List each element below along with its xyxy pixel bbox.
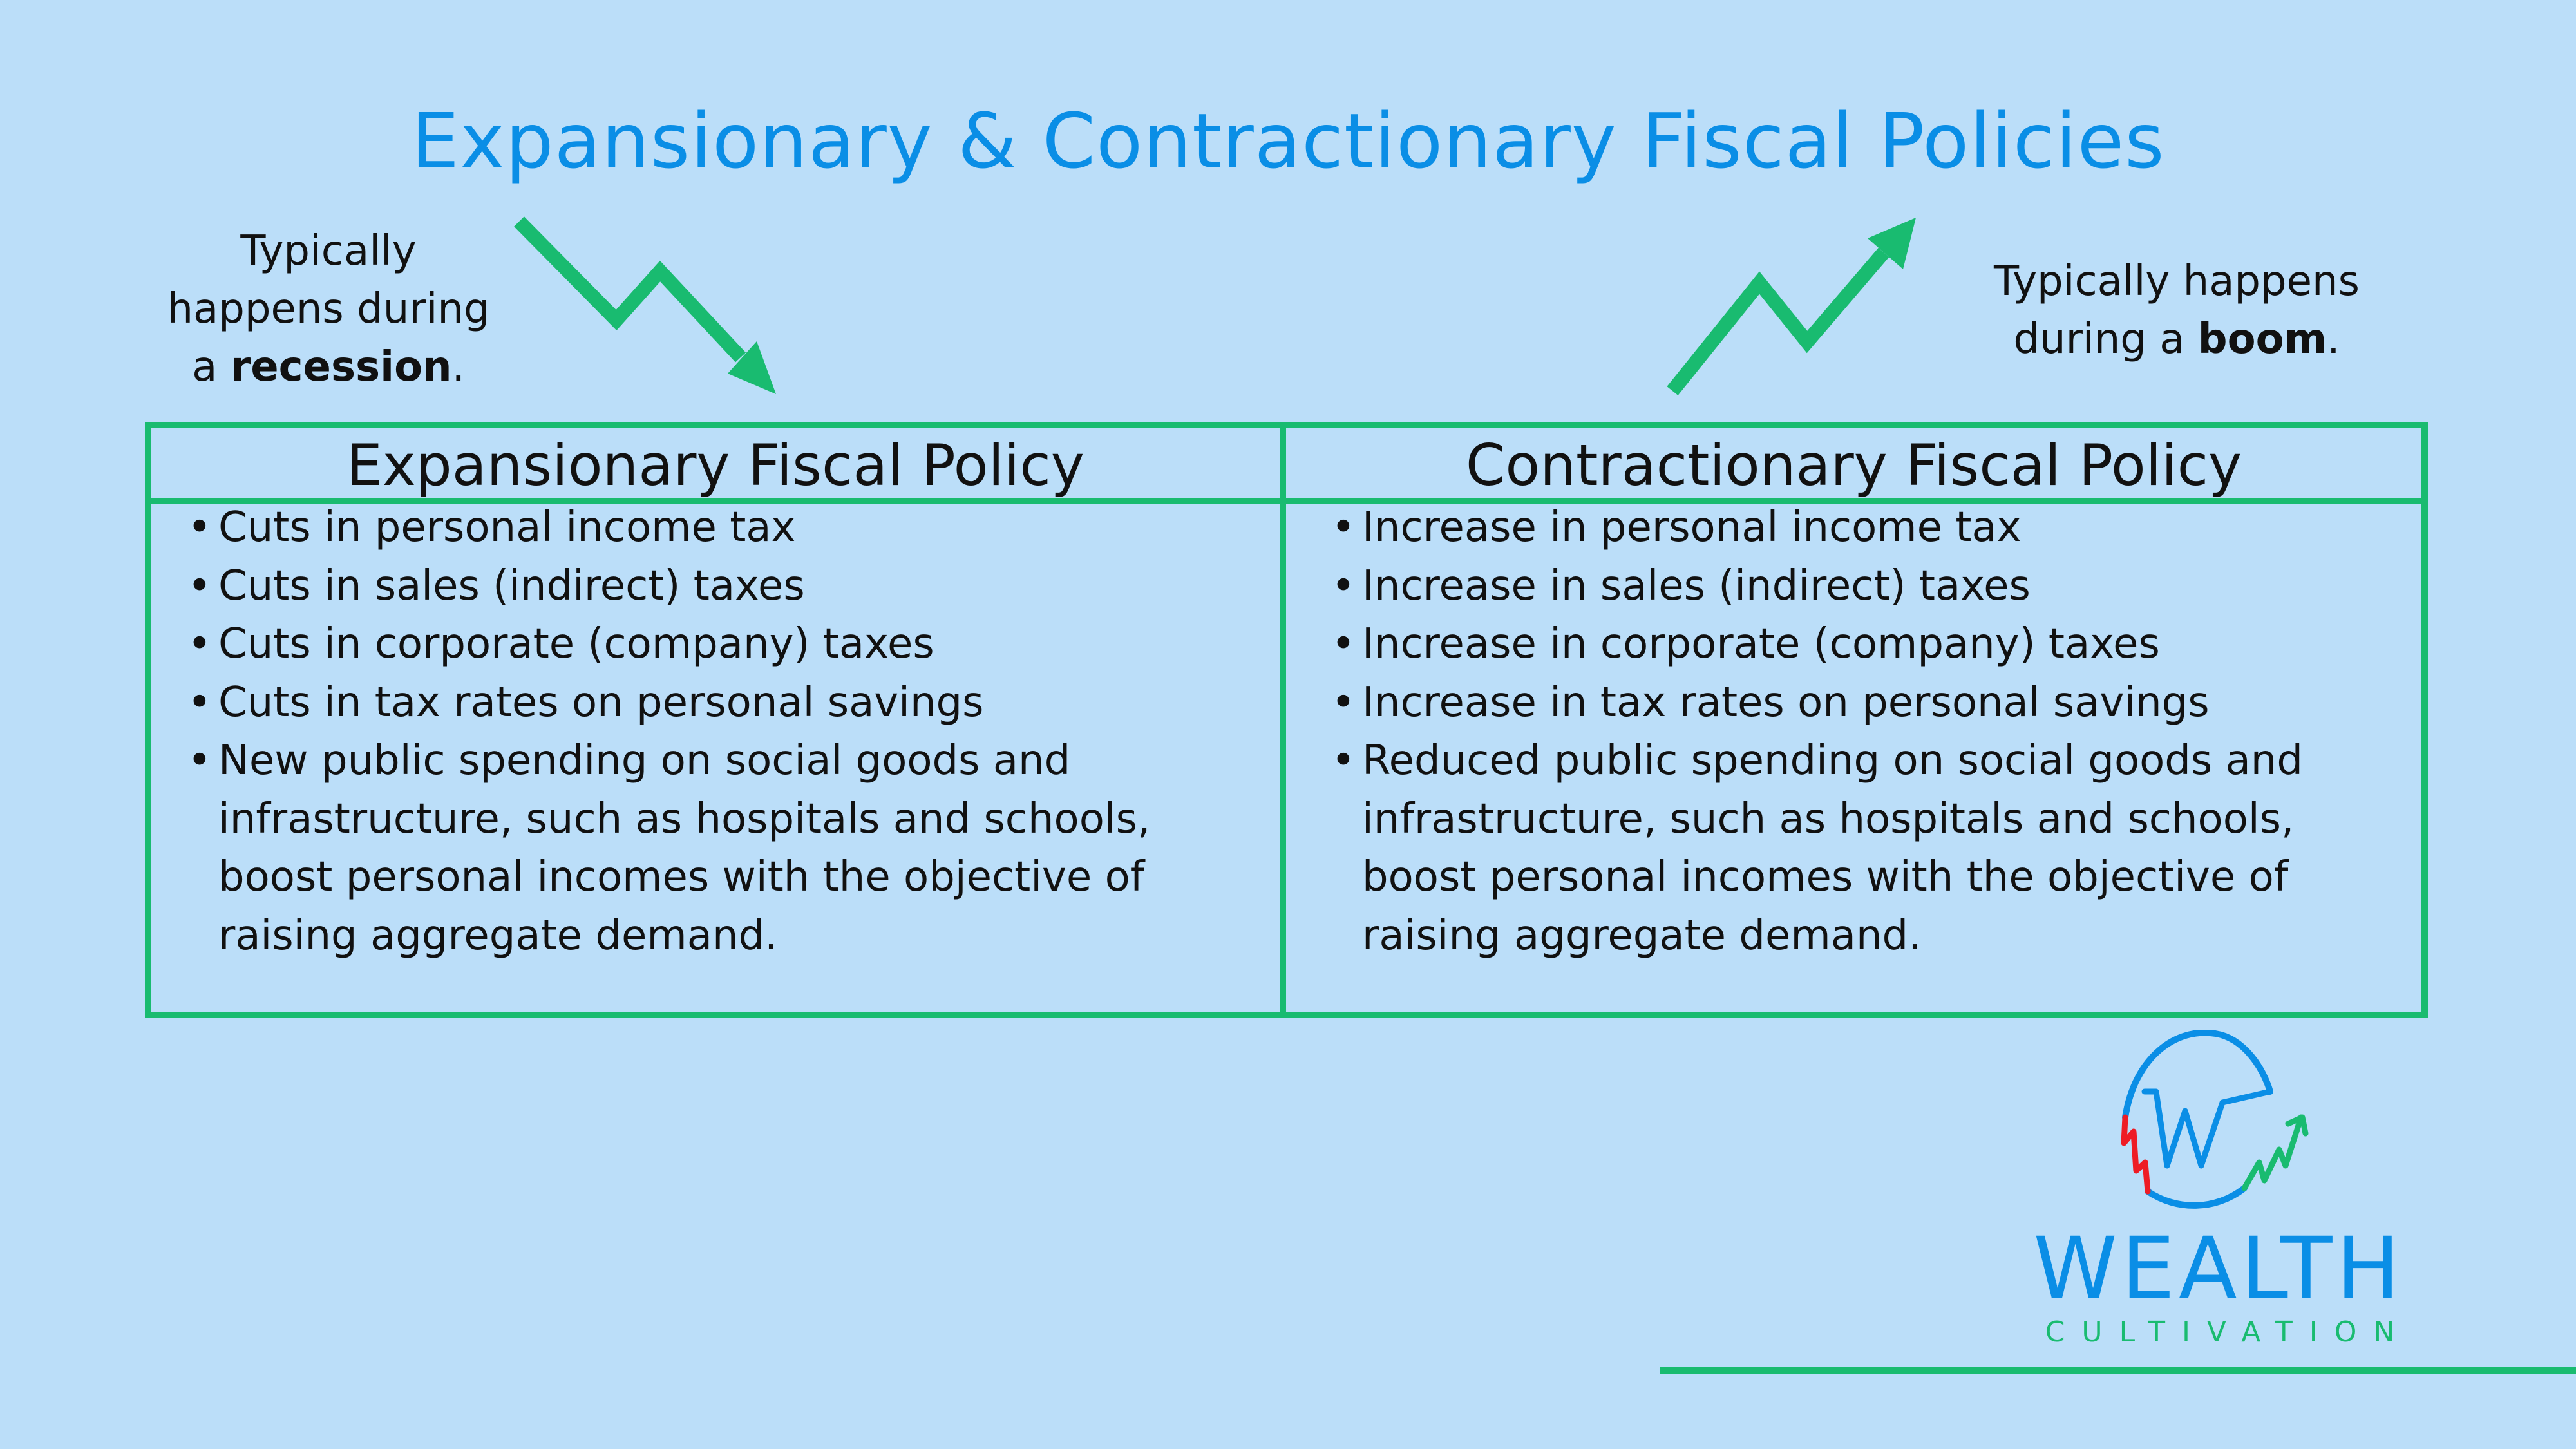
list-item: • Cuts in sales (indirect) taxes [187, 562, 805, 610]
list-item: • Cuts in tax rates on personal savings [187, 678, 984, 726]
caption-line: during a boom. [1906, 310, 2447, 368]
trend-up-arrow-icon [1667, 218, 1916, 395]
caption-line: a recession. [103, 338, 554, 396]
trend-down-arrow-icon [514, 216, 776, 394]
contractionary-header: Contractionary Fiscal Policy [1465, 432, 2242, 498]
list-item: • Cuts in corporate (company) taxes [187, 620, 934, 668]
page-title: Expansionary & Contractionary Fiscal Pol… [411, 97, 2165, 185]
caption-text: a [192, 343, 231, 391]
list-item: • Increase in sales (indirect) taxes [1331, 562, 2031, 610]
list-item: • Increase in personal income tax [1331, 504, 2022, 551]
column-divider [1280, 422, 1286, 1018]
policy-comparison-table [145, 422, 2428, 1018]
list-item: • Reduced public spending on social goods… [1331, 737, 2303, 960]
caption-line: Typically [240, 227, 417, 275]
caption-text: during a [2013, 316, 2198, 363]
recession-caption: Typically happens during a recession. [103, 222, 554, 396]
logo-subtitle: CULTIVATION [2045, 1316, 2412, 1349]
expansionary-header: Expansionary Fiscal Policy [346, 432, 1084, 498]
list-item: • Increase in tax rates on personal savin… [1331, 678, 2210, 726]
caption-text: . [451, 343, 465, 391]
caption-line: Typically happens [1994, 258, 2360, 305]
expansionary-list: • Cuts in personal income tax • Cuts in sa… [187, 498, 1249, 965]
list-item: • New public spending on social goods and… [187, 737, 1151, 960]
caption-line: happens during [167, 285, 490, 333]
logo-wordmark: WEALTH [2033, 1219, 2404, 1318]
boom-caption: Typically happens during a boom. [1906, 252, 2447, 368]
list-item: • Cuts in personal income tax [187, 504, 796, 551]
caption-text: . [2327, 316, 2340, 363]
caption-bold: boom [2197, 316, 2327, 363]
list-item: • Increase in corporate (company) taxes [1331, 620, 2160, 668]
wealth-cultivation-logo-icon [2121, 1030, 2309, 1209]
contractionary-list: • Increase in personal income tax • Increa… [1331, 498, 2418, 965]
caption-bold: recession [230, 343, 452, 391]
footer-accent-line [1660, 1367, 2576, 1374]
header-divider [145, 498, 2428, 504]
